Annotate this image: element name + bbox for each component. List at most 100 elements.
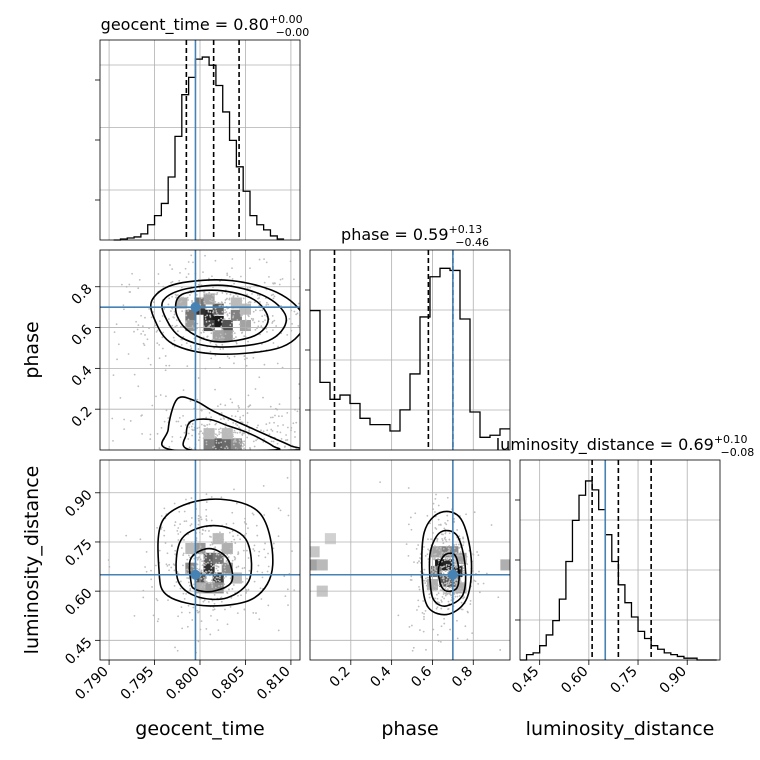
sample-point bbox=[268, 461, 270, 463]
sample-point bbox=[84, 317, 86, 319]
sample-point bbox=[185, 314, 188, 317]
sample-point bbox=[441, 552, 444, 554]
sample-point bbox=[216, 434, 219, 437]
sample-point bbox=[242, 414, 245, 417]
sample-point bbox=[209, 350, 212, 353]
sample-point bbox=[175, 319, 178, 321]
sample-point bbox=[209, 553, 211, 556]
sample-point bbox=[277, 535, 280, 538]
sample-point bbox=[240, 299, 243, 302]
sample-point bbox=[189, 524, 192, 527]
sample-point bbox=[477, 582, 480, 585]
sample-point bbox=[270, 428, 273, 431]
title-main-text: luminosity_distance = 0.69 bbox=[496, 435, 714, 455]
sample-point bbox=[197, 283, 200, 286]
sample-point bbox=[174, 453, 176, 455]
sample-point bbox=[271, 416, 274, 419]
sample-point bbox=[187, 604, 190, 607]
sample-point bbox=[225, 292, 228, 295]
sample-point bbox=[179, 436, 182, 439]
sample-point bbox=[214, 423, 217, 426]
sample-point bbox=[178, 416, 181, 419]
sample-point bbox=[447, 547, 450, 550]
sample-point bbox=[198, 433, 201, 435]
sample-point bbox=[149, 438, 152, 440]
sample-point bbox=[450, 664, 452, 666]
sample-point bbox=[203, 424, 206, 427]
sample-point bbox=[262, 430, 265, 433]
sample-point bbox=[184, 325, 187, 328]
sample-point bbox=[217, 576, 219, 579]
sample-point bbox=[112, 374, 115, 377]
sample-point bbox=[279, 509, 282, 512]
sample-point bbox=[455, 569, 458, 572]
sample-point bbox=[432, 570, 435, 573]
sample-point bbox=[422, 600, 425, 602]
sample-point bbox=[440, 570, 443, 573]
sample-point bbox=[149, 433, 152, 436]
histogram-phase bbox=[310, 267, 510, 438]
sample-point bbox=[123, 308, 125, 311]
sample-point bbox=[149, 363, 152, 366]
sample-point bbox=[231, 321, 233, 324]
sample-point bbox=[204, 481, 206, 483]
sample-point bbox=[456, 529, 459, 531]
sample-point bbox=[183, 539, 185, 541]
sample-point bbox=[224, 404, 227, 407]
sample-point bbox=[191, 325, 194, 328]
sample-point bbox=[140, 333, 143, 335]
sample-point bbox=[173, 524, 176, 527]
sample-point bbox=[410, 575, 413, 578]
sample-point bbox=[450, 599, 453, 602]
sample-point bbox=[435, 607, 438, 610]
panel-title-luminosity_distance: luminosity_distance = 0.69+0.10 −0.08 bbox=[496, 433, 755, 459]
sample-point bbox=[262, 485, 265, 487]
sample-point bbox=[448, 564, 450, 567]
sample-point bbox=[274, 282, 276, 285]
sample-point bbox=[221, 435, 224, 437]
sample-point bbox=[190, 254, 193, 257]
sample-point bbox=[238, 426, 240, 429]
sample-point bbox=[236, 534, 239, 537]
sample-point bbox=[223, 583, 226, 586]
sample-point bbox=[437, 518, 440, 521]
sample-point bbox=[185, 592, 187, 595]
sample-point bbox=[473, 579, 476, 582]
sample-point bbox=[293, 278, 295, 281]
sample-point bbox=[453, 587, 456, 590]
sample-point bbox=[205, 518, 208, 521]
sample-point bbox=[297, 325, 300, 327]
sample-point bbox=[239, 431, 242, 434]
sample-point bbox=[443, 537, 446, 540]
sample-point bbox=[215, 310, 218, 312]
sample-point bbox=[197, 517, 200, 520]
sample-point bbox=[458, 543, 460, 546]
sample-point bbox=[221, 429, 224, 432]
sample-point bbox=[263, 363, 266, 366]
sample-point bbox=[216, 314, 219, 317]
sample-point bbox=[210, 570, 213, 573]
sample-point bbox=[228, 312, 231, 315]
sample-point bbox=[230, 432, 233, 435]
sample-point bbox=[200, 620, 203, 623]
sample-point bbox=[450, 561, 453, 564]
sample-point bbox=[228, 297, 231, 300]
sample-point bbox=[219, 418, 222, 421]
sample-point bbox=[155, 597, 158, 600]
sample-point bbox=[220, 584, 223, 587]
sample-point bbox=[225, 445, 228, 448]
sample-point bbox=[248, 569, 251, 572]
sample-point bbox=[418, 588, 421, 591]
sample-point bbox=[242, 549, 245, 552]
sample-point bbox=[273, 421, 275, 424]
sample-point bbox=[231, 433, 234, 436]
sample-point bbox=[231, 588, 234, 590]
sample-point bbox=[288, 317, 291, 320]
sample-point bbox=[267, 604, 270, 607]
sample-point bbox=[454, 562, 457, 565]
sample-point bbox=[454, 581, 457, 584]
histogram-layer bbox=[113, 56, 717, 661]
sample-point bbox=[141, 325, 144, 328]
sample-point bbox=[223, 318, 226, 321]
sample-point bbox=[160, 515, 163, 517]
